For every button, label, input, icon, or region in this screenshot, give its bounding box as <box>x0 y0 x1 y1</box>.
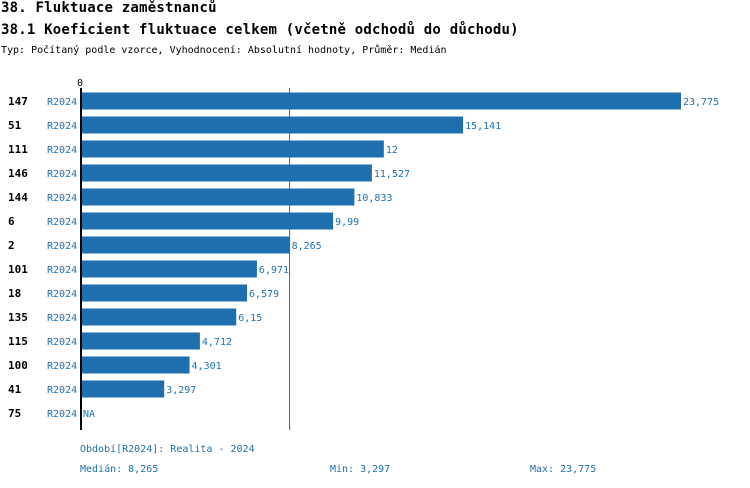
category-label: 147 <box>8 95 28 108</box>
series-label: R2024 <box>47 217 77 228</box>
chart-title: 38.1 Koeficient fluktuace celkem (včetně… <box>1 22 519 38</box>
category-label: 51 <box>8 119 22 132</box>
footer-min: Min: 3,297 <box>330 464 391 475</box>
data-label: 6,579 <box>249 289 279 300</box>
series-label: R2024 <box>47 265 77 276</box>
data-label: 10,833 <box>356 193 392 204</box>
series-label: R2024 <box>47 241 77 252</box>
category-label: 41 <box>8 383 22 396</box>
bar <box>81 332 200 350</box>
footer-median: Medián: 8,265 <box>80 464 159 475</box>
bar <box>81 260 257 278</box>
data-label: NA <box>83 409 95 420</box>
data-label: 11,527 <box>374 169 410 180</box>
series-label: R2024 <box>47 385 77 396</box>
category-label: 135 <box>8 311 28 324</box>
series-label: R2024 <box>47 289 77 300</box>
data-label: 6,15 <box>238 313 262 324</box>
category-label: 111 <box>8 143 28 156</box>
bar <box>81 164 372 182</box>
data-label: 15,141 <box>465 121 501 132</box>
bar <box>81 284 248 302</box>
category-label: 2 <box>8 239 15 252</box>
footer-period: Období[R2024]: Realita - 2024 <box>80 444 255 455</box>
category-label: 146 <box>8 167 28 180</box>
category-label: 115 <box>8 335 28 348</box>
category-label: 101 <box>8 263 28 276</box>
series-label: R2024 <box>47 97 77 108</box>
chart-meta: Typ: Počítaný podle vzorce, Vyhodnocení:… <box>1 45 447 56</box>
bar-rows: 147 R2024 23,775 51 R2024 15,141 111 R2024 12 146… <box>8 92 719 420</box>
category-label: 18 <box>8 287 21 300</box>
data-label: 6,971 <box>259 265 289 276</box>
series-label: R2024 <box>47 169 77 180</box>
data-label: 8,265 <box>292 241 322 252</box>
series-label: R2024 <box>47 313 77 324</box>
section-title: 38. Fluktuace zaměstnanců <box>1 0 217 16</box>
data-label: 23,775 <box>683 97 719 108</box>
bar <box>81 212 334 230</box>
bar <box>81 140 384 158</box>
category-label: 6 <box>8 215 15 228</box>
data-label: 4,301 <box>192 361 222 372</box>
footer-max: Max: 23,775 <box>530 464 597 475</box>
data-label: 9,99 <box>335 217 359 228</box>
bar <box>81 188 355 206</box>
series-label: R2024 <box>47 361 77 372</box>
axis-zero-label: 0 <box>77 78 83 89</box>
series-label: R2024 <box>47 337 77 348</box>
data-label: 12 <box>386 145 398 156</box>
category-label: 100 <box>8 359 28 372</box>
category-label: 75 <box>8 407 21 420</box>
series-label: R2024 <box>47 121 77 132</box>
bar <box>81 236 290 254</box>
bar <box>81 116 464 134</box>
series-label: R2024 <box>47 409 77 420</box>
bar <box>81 92 681 110</box>
series-label: R2024 <box>47 193 77 204</box>
bar <box>81 356 190 374</box>
data-label: 3,297 <box>166 385 196 396</box>
bar <box>81 308 237 326</box>
category-label: 144 <box>8 191 28 204</box>
bar <box>81 380 165 398</box>
series-label: R2024 <box>47 145 77 156</box>
data-label: 4,712 <box>202 337 232 348</box>
